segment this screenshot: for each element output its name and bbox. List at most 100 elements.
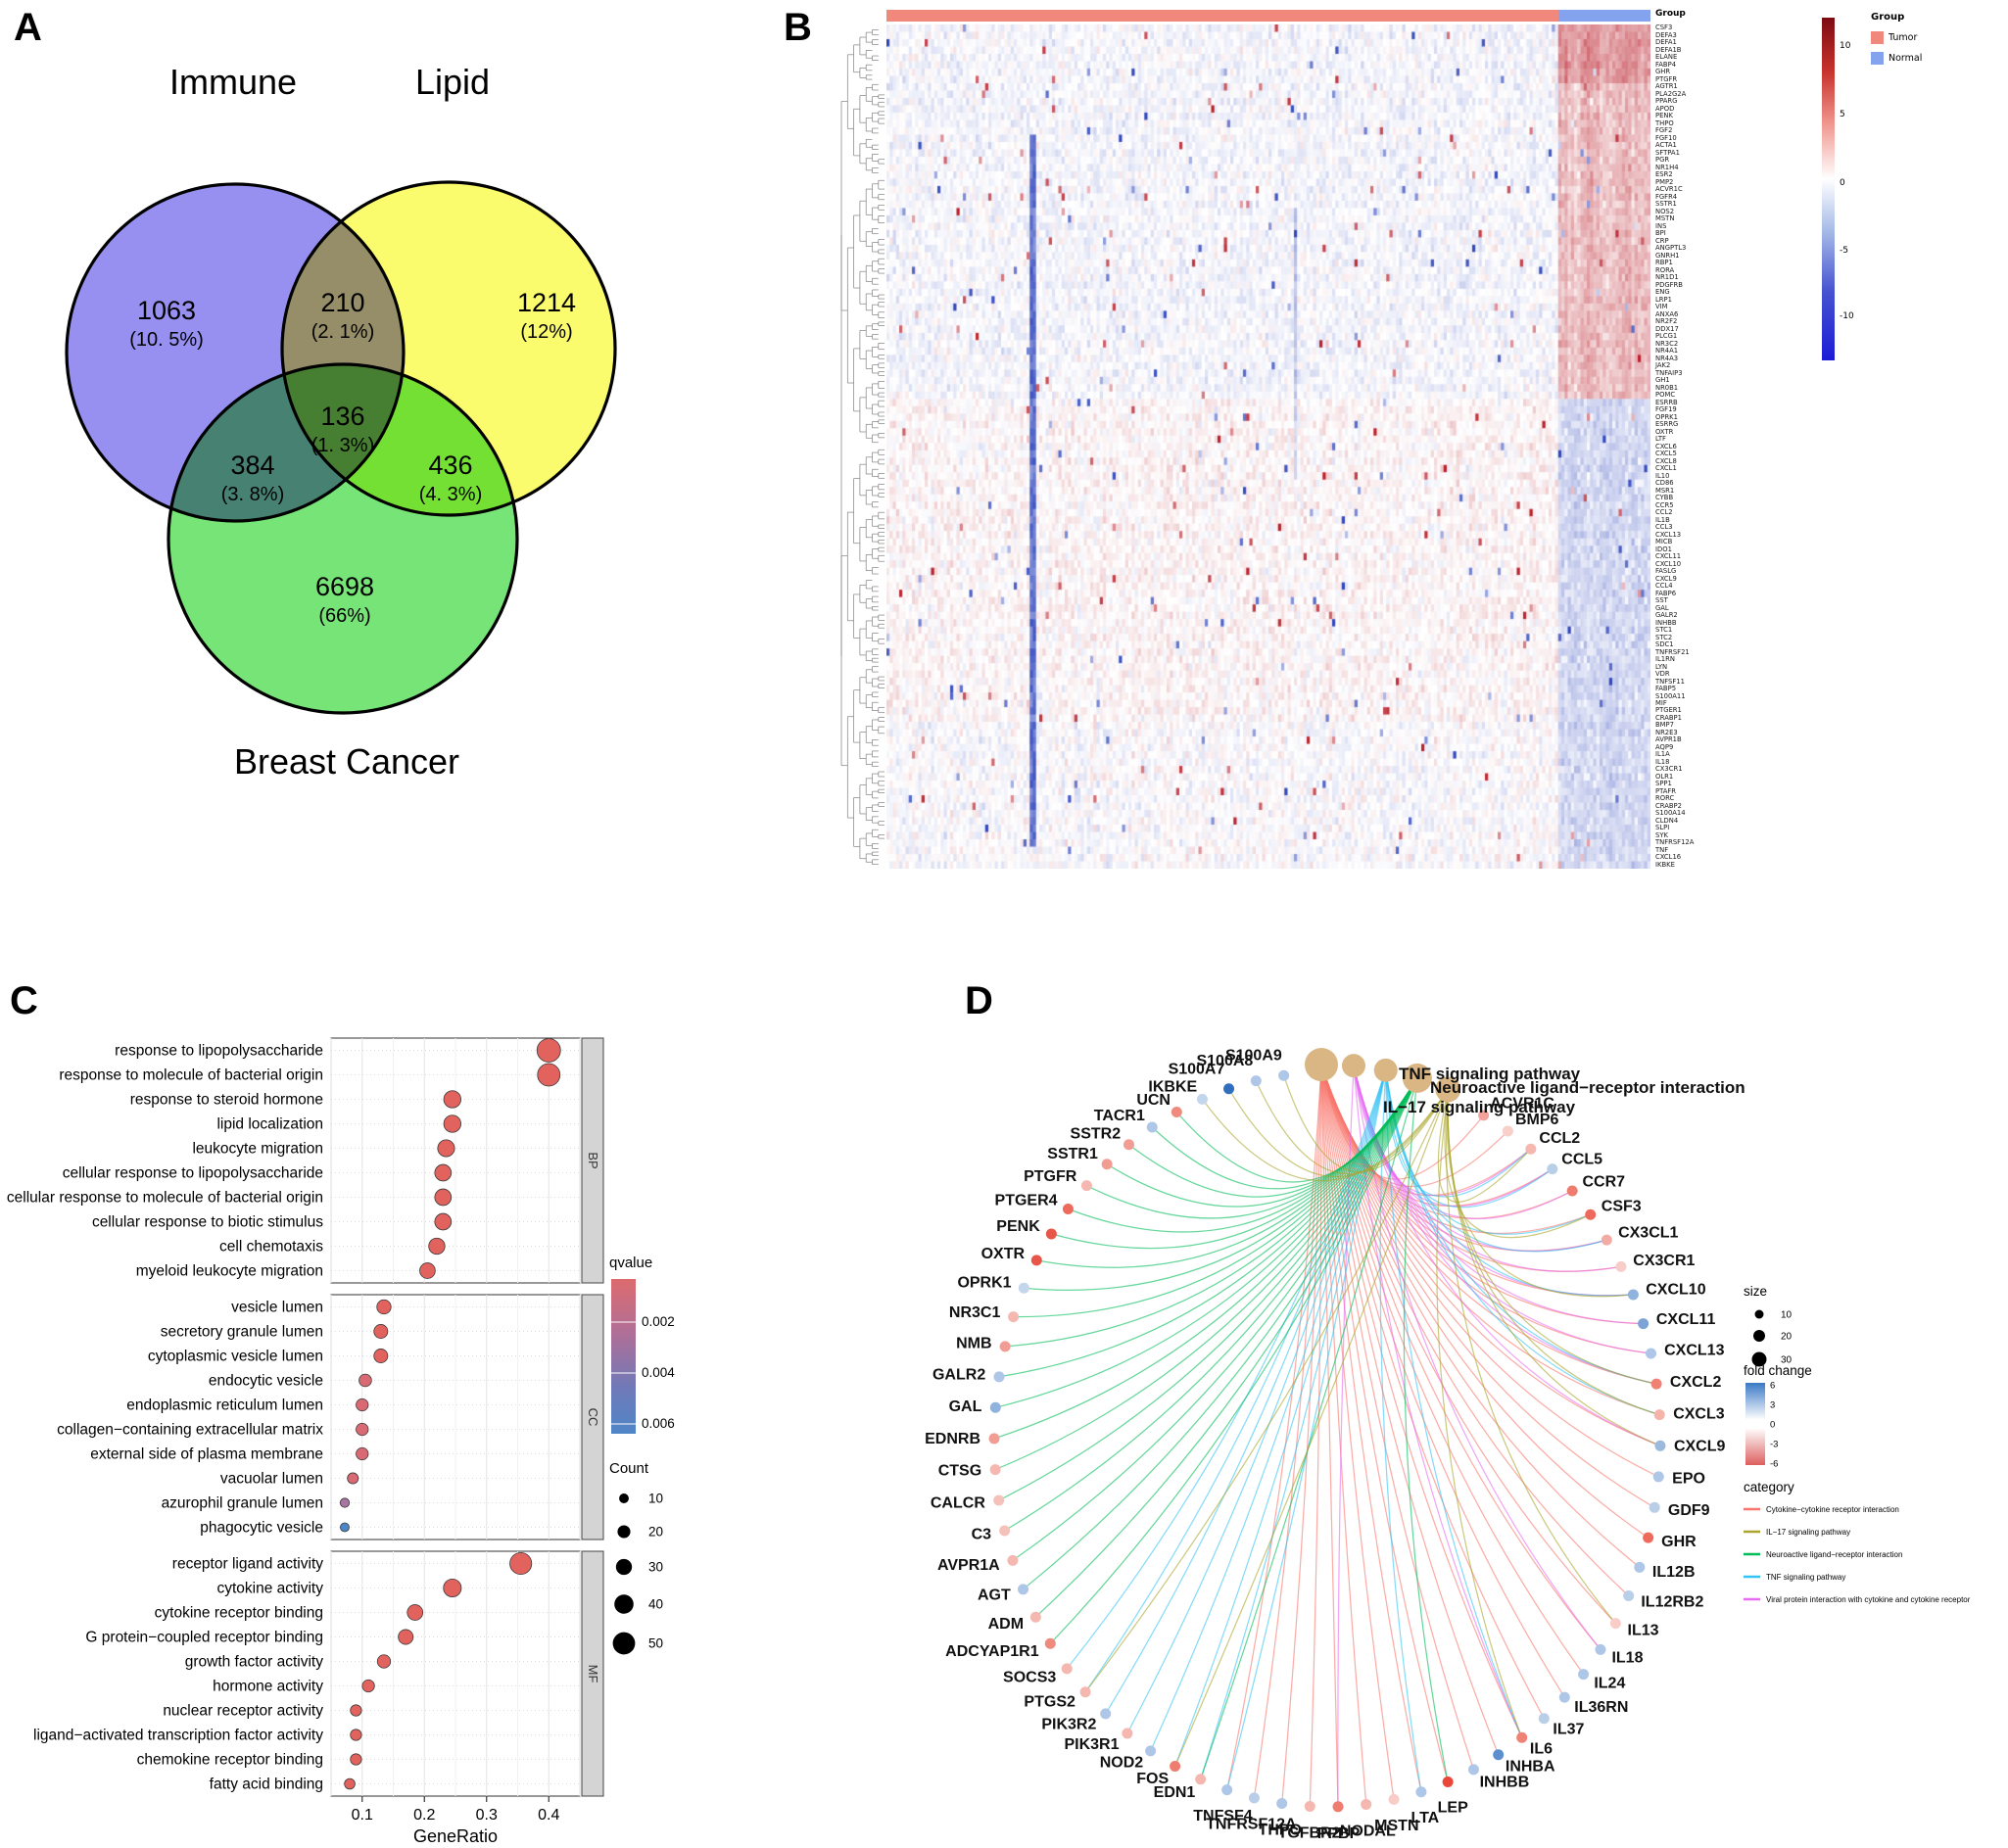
gene-node — [999, 1341, 1011, 1352]
heatmap-gene-label: DDX17 — [1655, 324, 1679, 333]
group-annotation-bar — [886, 10, 1650, 22]
heatmap-canvas — [886, 24, 1650, 869]
fold-tick: -3 — [1770, 1440, 1778, 1450]
gene-node-label: IL6 — [1530, 1741, 1553, 1758]
gene-node-label: PENK — [996, 1218, 1040, 1235]
gene-node — [1062, 1203, 1074, 1214]
venn-region-pct: (10. 5%) — [129, 329, 204, 351]
gene-node — [1595, 1643, 1606, 1655]
group-bar-tumor — [886, 10, 1559, 22]
gene-node-label: GHR — [1661, 1534, 1697, 1550]
heatmap-gene-label: TNFAIP3 — [1655, 368, 1683, 377]
gene-node — [1278, 1069, 1290, 1081]
heatmap-gene-label: LTF — [1655, 435, 1666, 444]
heatmap-gene-label: CXCL9 — [1655, 574, 1677, 583]
heatmap-gene-label: NR4A3 — [1655, 354, 1679, 362]
gene-node-label: CCL2 — [1539, 1130, 1580, 1147]
go-dot — [419, 1262, 436, 1279]
heatmap-gene-label: DEFA3 — [1655, 30, 1677, 39]
gene-node-label: IL12RB2 — [1641, 1593, 1703, 1610]
heatmap-gene-label: NR2E3 — [1655, 728, 1678, 736]
group-row-label: Group — [1655, 9, 1686, 19]
heatmap-gene-label: GH1 — [1655, 376, 1670, 385]
go-dot — [361, 1679, 375, 1693]
colorbar-tick: -10 — [1840, 311, 1854, 321]
go-dot — [373, 1324, 389, 1339]
heatmap-gene-label: SDC1 — [1655, 640, 1674, 648]
gene-node-label: CCL5 — [1561, 1151, 1602, 1167]
venn-diagram: Immune Lipid Breast Cancer 1063 (10. 5%) 210 (… — [65, 62, 617, 782]
gene-node-label: IL37 — [1553, 1721, 1584, 1737]
size-legend-dot — [1754, 1309, 1764, 1319]
gene-node — [1122, 1728, 1133, 1739]
go-dot — [340, 1522, 350, 1533]
heatmap-gene-label: NOS2 — [1655, 207, 1675, 215]
go-dot — [537, 1063, 561, 1087]
go-term-label: cellular response to lipopolysaccharide — [63, 1165, 323, 1182]
heatmap-gene-label: LYN — [1655, 662, 1668, 671]
gene-node — [1304, 1800, 1315, 1812]
go-term-label: vesicle lumen — [231, 1300, 323, 1316]
qvalue-tick: 0.006 — [642, 1416, 675, 1431]
x-tick-label: 0.4 — [538, 1807, 559, 1824]
heatmap-gene-label: STC2 — [1655, 633, 1673, 641]
heatmap-gene-label: SST — [1655, 596, 1668, 604]
go-dot — [359, 1373, 372, 1388]
go-term-label: azurophil granule lumen — [162, 1495, 323, 1512]
gene-node-label: NR3C1 — [949, 1304, 1001, 1321]
gene-node-label: ADCYAP1R1 — [945, 1643, 1039, 1660]
heatmap-colorbar — [1822, 18, 1835, 360]
gene-node-label: PIK3R1 — [1064, 1736, 1119, 1753]
gene-node — [1101, 1159, 1113, 1170]
gene-node — [1171, 1106, 1182, 1117]
gene-node-label: CXCL9 — [1674, 1439, 1726, 1455]
heatmap-gene-label: AVPR1B — [1655, 735, 1682, 744]
heatmap-gene-label: CCL2 — [1655, 508, 1673, 517]
heatmap-gene-label: CXCL1 — [1655, 464, 1677, 473]
pathway-hub-node — [1304, 1048, 1338, 1082]
size-legend-label: 30 — [1781, 1355, 1793, 1366]
go-dot — [376, 1654, 392, 1669]
heatmap-gene-label: NR3C2 — [1655, 339, 1679, 348]
gene-node-label: UCN — [1136, 1092, 1171, 1109]
gene-node-label: IL12B — [1652, 1564, 1696, 1581]
heatmap-gene-label: PLCG1 — [1655, 332, 1678, 341]
qvalue-tick: 0.002 — [642, 1314, 675, 1329]
go-term-label: fatty acid binding — [210, 1777, 323, 1793]
group-legend-title: Group — [1871, 12, 1905, 23]
count-legend-dot — [614, 1594, 634, 1614]
gene-node — [1008, 1311, 1020, 1323]
fold-tick: 0 — [1770, 1420, 1775, 1431]
x-axis-title: GeneRatio — [413, 1826, 498, 1846]
heatmap-gene-label: NR0B1 — [1655, 383, 1679, 392]
gene-node-label: CX3CR1 — [1633, 1253, 1695, 1269]
heatmap-gene-label: FABP4 — [1655, 60, 1677, 69]
panel-b-letter: B — [784, 6, 812, 49]
gene-node-label: THPO — [1259, 1822, 1302, 1838]
gene-node-label: TNFRSF12A — [1206, 1817, 1297, 1833]
gene-node-label: NMB — [956, 1335, 991, 1351]
gene-node-label: GDF9 — [1668, 1502, 1710, 1519]
heatmap-gene-label: FABP6 — [1655, 589, 1677, 597]
gene-node — [1007, 1554, 1019, 1566]
heatmap-gene-label: FASLG — [1655, 567, 1677, 575]
venn-set-title: Breast Cancer — [234, 741, 459, 782]
heatmap-gene-label: ACVR1C — [1655, 185, 1683, 194]
gene-node-label: S100A7 — [1169, 1061, 1225, 1077]
fold-tick: 6 — [1770, 1381, 1775, 1392]
go-term-label: cellular response to molecule of bacteri… — [7, 1190, 323, 1207]
heatmap-gene-label: NR2F2 — [1655, 317, 1678, 326]
go-dot — [373, 1349, 389, 1363]
heatmap-gene-label: PDGFRB — [1655, 280, 1683, 289]
facet-strip-label: CC — [586, 1408, 600, 1427]
heatmap-gene-label: IDO1 — [1655, 545, 1672, 553]
heatmap-gene-label: ENG — [1655, 288, 1670, 297]
heatmap-gene-label: IL1RN — [1655, 655, 1675, 663]
heatmap-gene-label: VIM — [1655, 303, 1668, 311]
heatmap-gene-label: IL1A — [1655, 750, 1670, 759]
gene-node — [1044, 1637, 1056, 1649]
go-dot — [443, 1114, 461, 1133]
pathway-hub-node — [1341, 1054, 1365, 1078]
go-term-label: cytoplasmic vesicle lumen — [148, 1349, 323, 1365]
size-legend-title: size — [1744, 1284, 1767, 1299]
